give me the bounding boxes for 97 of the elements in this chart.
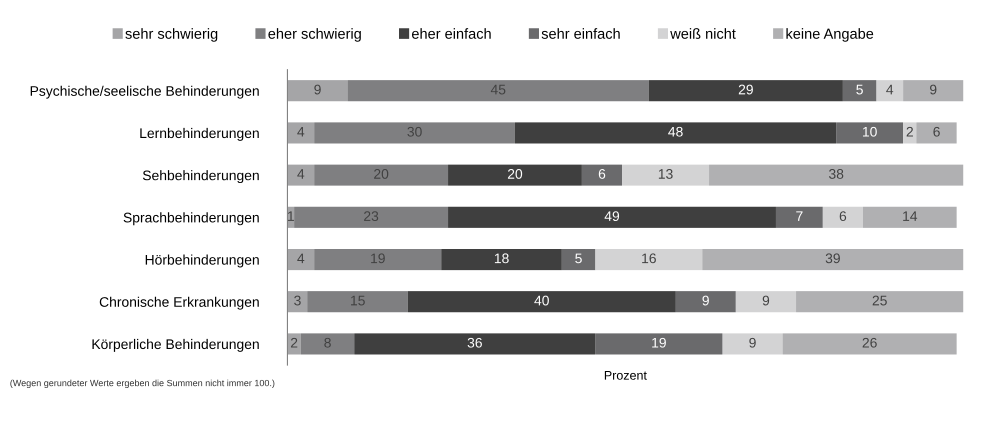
bar [354, 333, 596, 354]
bar [287, 164, 314, 186]
legend-label: keine Angabe [786, 28, 874, 42]
y-tick-label: Hörbehinderungen [146, 254, 259, 268]
y-tick-label: Psychische/seelische Behinderungen [30, 86, 259, 99]
bar [836, 122, 904, 144]
bar [287, 80, 348, 102]
data-label: 36 [468, 338, 482, 348]
data-label: 14 [903, 211, 918, 221]
bar [308, 291, 408, 312]
legend-label: sehr schwierig [125, 28, 218, 42]
data-label: 6 [840, 211, 846, 222]
data-label: 16 [642, 253, 656, 264]
data-label: 15 [351, 296, 365, 306]
bar [448, 164, 582, 186]
bar [702, 248, 964, 270]
bar [648, 80, 843, 102]
data-label: 19 [652, 338, 666, 348]
bar [408, 291, 676, 312]
data-label: 9 [749, 338, 756, 348]
data-label: 9 [702, 296, 709, 306]
data-label: 40 [534, 296, 549, 306]
bar [314, 248, 442, 270]
data-label: 20 [508, 169, 522, 179]
bar [782, 333, 957, 354]
data-label: 2 [906, 126, 913, 137]
data-label: 13 [658, 169, 673, 179]
data-label: 45 [490, 84, 506, 94]
data-label: 39 [826, 253, 840, 264]
bar [709, 164, 964, 186]
data-label: 4 [297, 126, 304, 137]
data-label: 5 [575, 254, 582, 264]
bar [796, 291, 964, 312]
x-axis-title: Prozent [604, 371, 647, 380]
bar [842, 80, 876, 102]
y-tick-label: Sprachbehinderungen [124, 212, 259, 226]
data-label: 38 [828, 169, 844, 179]
bar [300, 333, 354, 354]
bar [876, 80, 904, 102]
bar [562, 248, 596, 270]
data-label: 29 [738, 84, 753, 94]
bar [736, 291, 796, 312]
bar [314, 122, 515, 144]
bar [514, 122, 836, 144]
data-label: 1 [288, 211, 294, 221]
legend-label: eher einfach [412, 28, 491, 39]
data-label: 6 [933, 126, 940, 137]
data-label: 2 [290, 338, 298, 348]
data-label: 25 [872, 296, 887, 306]
bar [314, 164, 448, 186]
bar [287, 291, 308, 312]
bar [287, 248, 314, 270]
data-label: 18 [494, 253, 509, 264]
legend-label: sehr einfach [542, 28, 620, 39]
bar [448, 206, 776, 228]
y-tick-label: Lernbehinderungen [140, 128, 259, 141]
data-label: 4 [886, 84, 894, 94]
bar [776, 206, 823, 228]
data-label: 9 [762, 296, 770, 306]
bar [348, 80, 649, 102]
bar [903, 80, 964, 102]
bar [622, 164, 710, 186]
bar [676, 291, 736, 312]
data-label: 3 [294, 296, 301, 306]
data-label: 19 [371, 253, 385, 264]
y-tick-label: Körperliche Behinderungen [92, 338, 259, 352]
text: (Wegen gerundeter Werte ergeben die Summen nicht immer 100.) [10, 380, 274, 388]
data-label: 7 [796, 211, 803, 221]
data-label: 26 [862, 338, 877, 348]
bar [595, 333, 722, 354]
data-label: 5 [856, 84, 863, 94]
bar [903, 122, 916, 144]
data-label: 20 [374, 169, 388, 179]
data-label: 8 [324, 338, 331, 348]
data-label: 9 [930, 84, 936, 94]
data-label: 30 [407, 126, 422, 137]
bar [862, 206, 957, 228]
data-label: 4 [297, 169, 304, 179]
bar [441, 248, 562, 270]
y-tick-label: Sehbehinderungen [142, 170, 259, 184]
legend-label: weiß nicht [670, 28, 736, 39]
data-label: 10 [862, 126, 877, 137]
bar [595, 248, 702, 270]
bar [294, 206, 448, 228]
data-label: 23 [364, 211, 378, 222]
data-label: 49 [604, 211, 620, 222]
bar [916, 122, 957, 144]
data-label: 48 [668, 126, 683, 137]
bar [722, 333, 783, 354]
bar [582, 164, 622, 186]
legend-label: eher schwierig [268, 28, 361, 42]
data-label: 6 [598, 169, 606, 179]
bar [822, 206, 863, 228]
y-tick-label: Chronische Erkrankungen [100, 296, 259, 310]
bar [287, 122, 314, 144]
data-label: 9 [314, 84, 321, 94]
data-label: 4 [297, 254, 304, 264]
